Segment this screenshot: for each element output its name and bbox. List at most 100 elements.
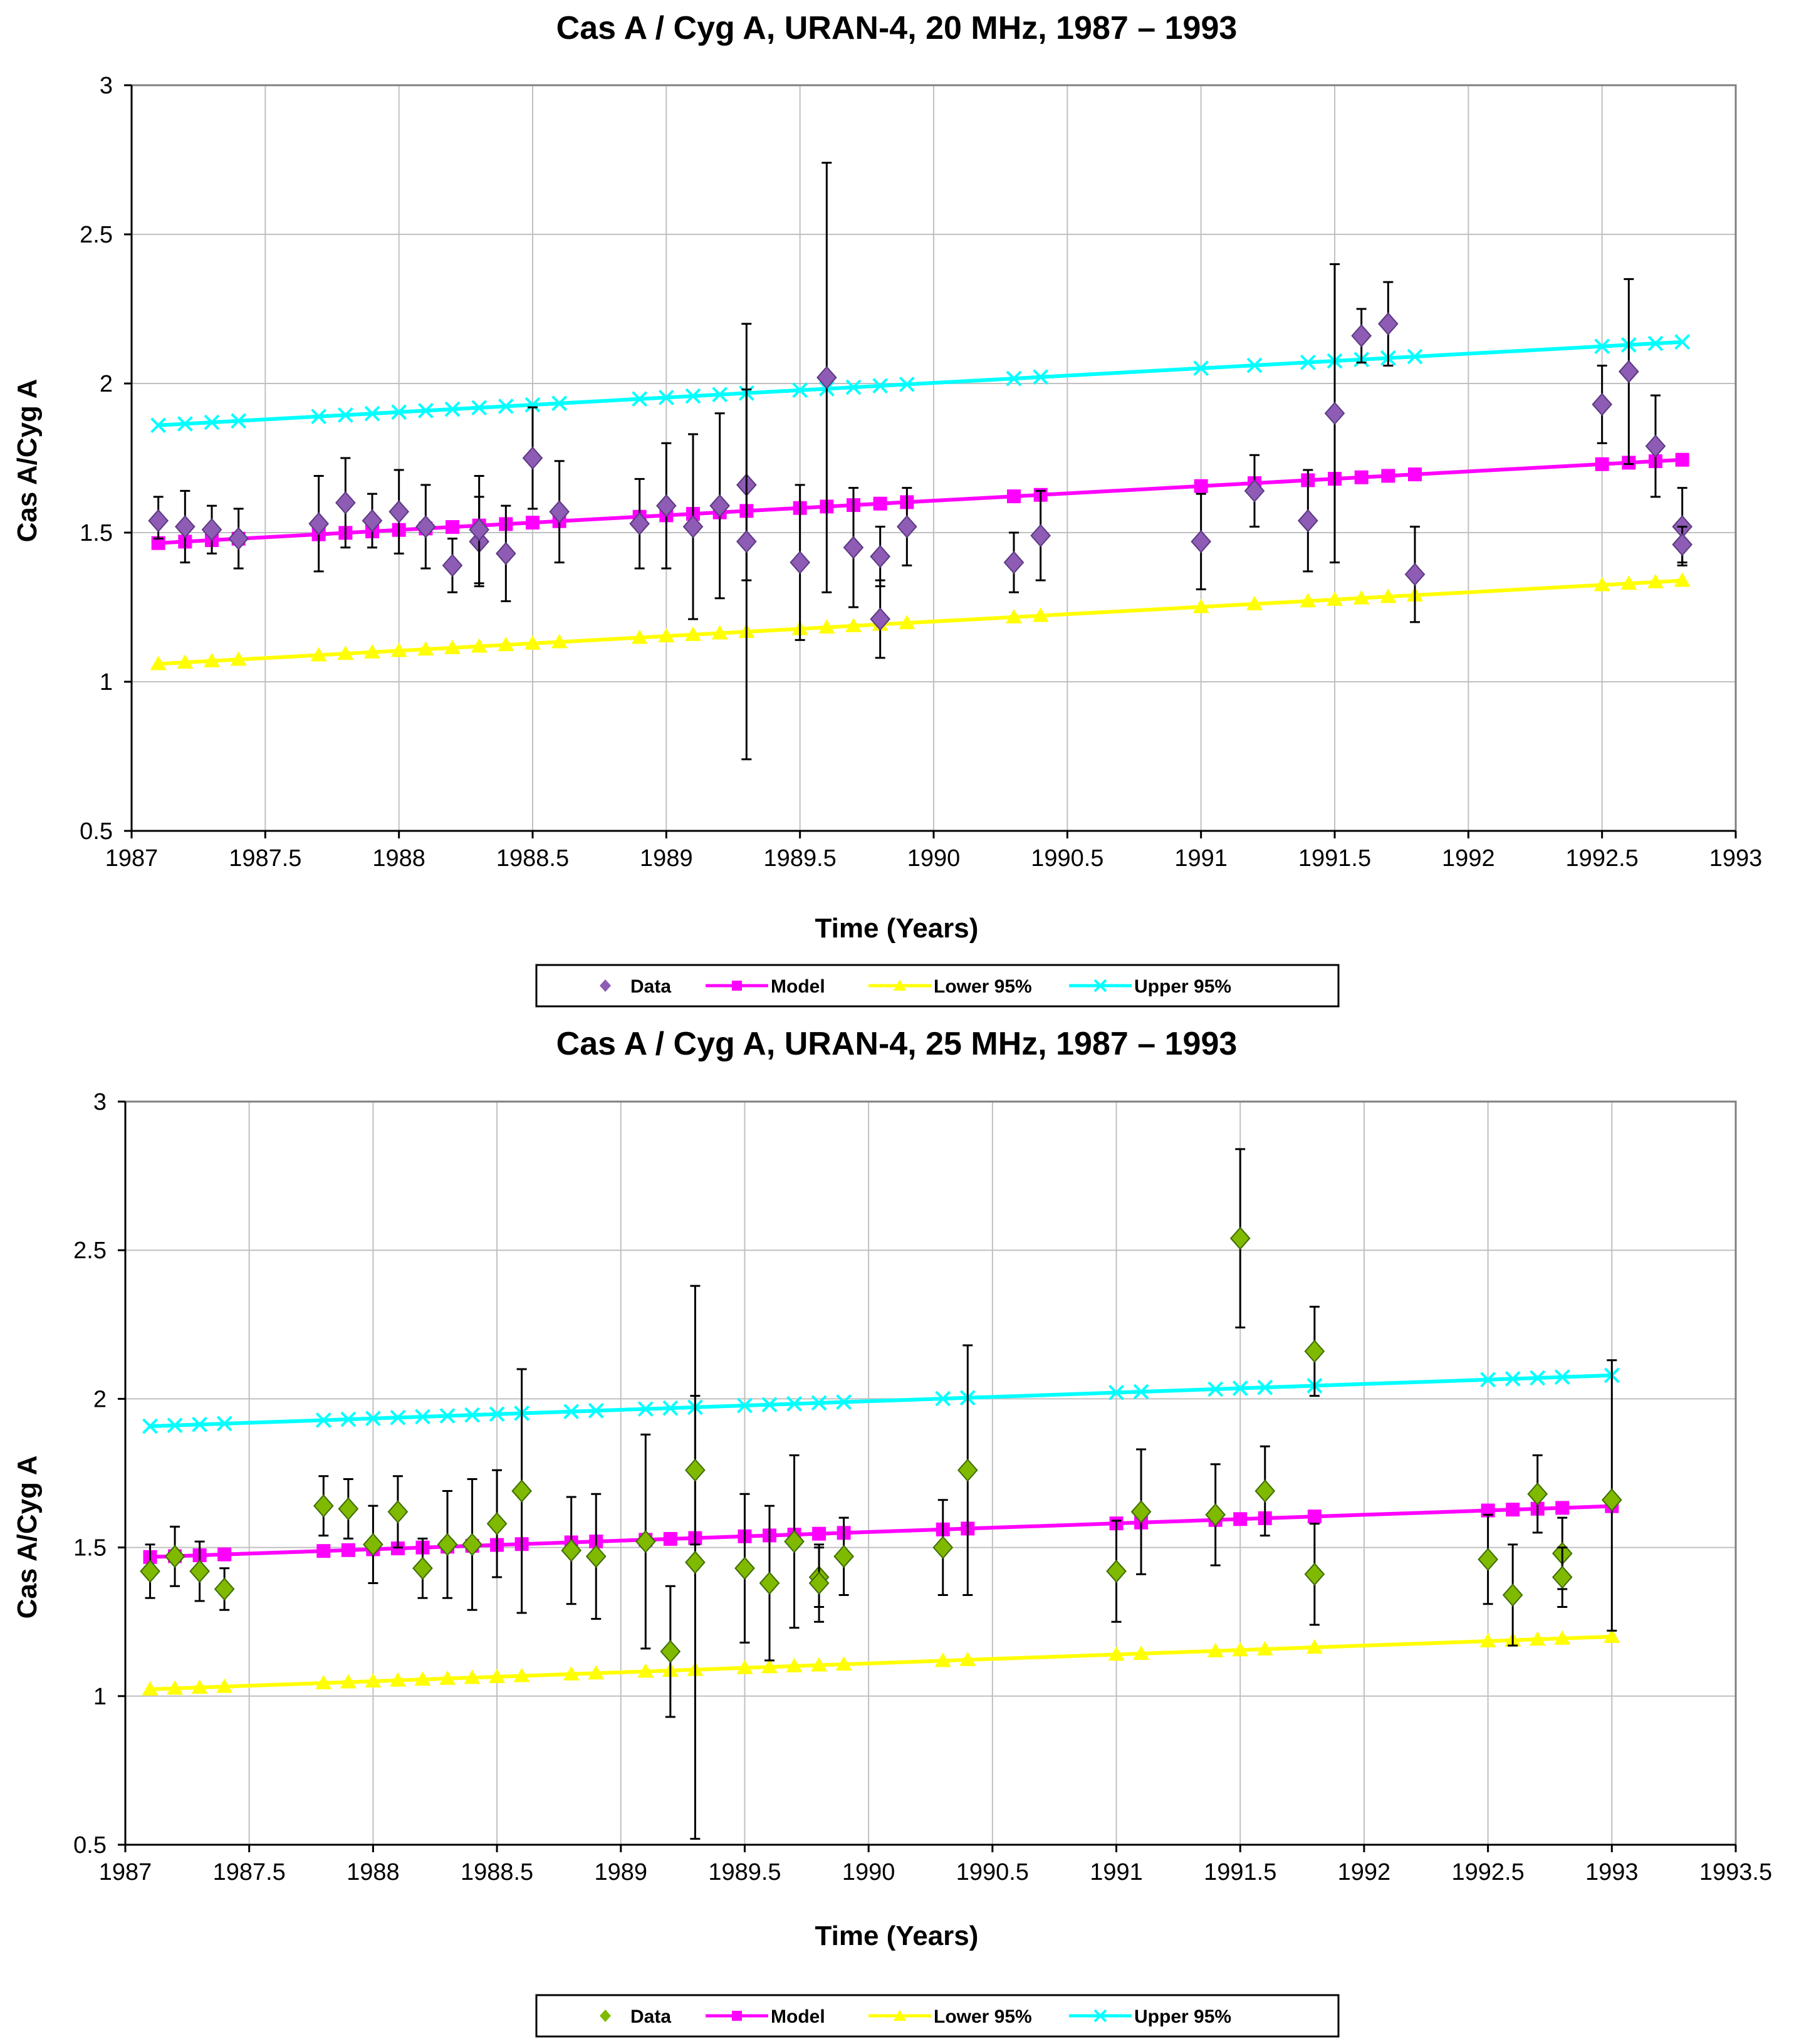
legend-label: Lower 95% [934, 2006, 1032, 2027]
data-point [1106, 1560, 1127, 1583]
lower-95-point [835, 1656, 852, 1671]
lower-95-point [711, 625, 728, 640]
data-point [629, 512, 650, 536]
data-point [1478, 1548, 1498, 1572]
upper-95-point [1554, 1369, 1570, 1385]
lower-95-point [811, 1657, 828, 1672]
model-point [1675, 452, 1689, 467]
legend-item-model: Model [706, 976, 825, 997]
legend-item-upper: Upper 95% [1069, 2006, 1231, 2027]
data-point [1229, 1226, 1251, 1250]
upper-95-point [415, 1409, 430, 1425]
data-point [338, 1497, 359, 1521]
model-point [1555, 1501, 1570, 1515]
model-point [1381, 469, 1395, 483]
upper-95-point [658, 389, 674, 405]
lower-95-point [1380, 588, 1397, 603]
data-point [549, 500, 570, 524]
y-tick-label: 3 [100, 73, 113, 99]
x-tick-label: 1991.5 [1298, 845, 1371, 872]
model-point [1595, 457, 1609, 471]
data-point [808, 1572, 830, 1595]
y-tick-label: 0.5 [80, 818, 113, 845]
lower-95-point [685, 626, 701, 641]
upper-95-point [1207, 1381, 1224, 1397]
lower-95-point [310, 647, 327, 662]
lower-95-point [736, 1659, 753, 1674]
upper-95-point [311, 409, 327, 425]
upper-95-point [498, 398, 514, 414]
data-point [1502, 1583, 1523, 1607]
data-point [585, 1545, 607, 1568]
upper-95-point [204, 414, 220, 430]
x-tick-label: 1989.5 [708, 1859, 781, 1885]
x-axis-label: Time (Years) [815, 913, 979, 944]
upper-95-point [1033, 369, 1049, 385]
data-point [174, 514, 196, 538]
x-tick-label: 1990.5 [1031, 845, 1103, 872]
lower-95-point [230, 651, 247, 666]
legend-marker [732, 2011, 742, 2021]
legend-box [535, 964, 1340, 1008]
data-point [412, 1556, 433, 1580]
x-axis-label: Time (Years) [815, 1921, 979, 1951]
data-point [442, 553, 463, 577]
data-point [1645, 434, 1666, 458]
legend-item-lower: Lower 95% [868, 976, 1032, 997]
x-tick-label: 1993 [1709, 845, 1763, 872]
upper-95-point [1300, 354, 1316, 370]
data-point [685, 1550, 706, 1574]
lower-95-point [786, 1657, 803, 1672]
lower-95-point [1032, 607, 1049, 622]
data-point [1601, 1488, 1622, 1512]
lower-95-point [1353, 590, 1370, 605]
upper-95-point [836, 1394, 852, 1410]
data-point [736, 529, 757, 553]
upper-95-point [489, 1406, 505, 1422]
lower-95-point [1108, 1646, 1125, 1661]
model-point [1307, 1510, 1322, 1524]
upper-95-point [417, 402, 434, 419]
upper-95-point [1133, 1384, 1149, 1400]
data-point [1404, 563, 1426, 587]
upper-95-point [563, 1404, 580, 1420]
data-point [462, 1533, 482, 1556]
data-point [228, 527, 249, 551]
upper-95-point [471, 400, 488, 416]
upper-95-point [1505, 1371, 1521, 1387]
legend-item-model: Model [706, 2006, 825, 2027]
data-point [214, 1577, 235, 1601]
upper-95-point [216, 1416, 232, 1432]
chart-panel-25mhz: Cas A / Cyg A, URAN-4, 25 MHz, 1987 – 19… [0, 1022, 1794, 2044]
data-point [522, 446, 543, 470]
y-tick-label: 2.5 [80, 222, 113, 248]
data-point [415, 514, 436, 538]
data-point [308, 512, 330, 536]
x-tick-label: 1987.5 [229, 845, 301, 872]
model-point [1408, 467, 1422, 482]
chart-20mhz: Cas A / Cyg A, URAN-4, 20 MHz, 1987 – 19… [12, 10, 1763, 1008]
data-point [313, 1494, 334, 1518]
upper-95-point [1480, 1372, 1496, 1388]
upper-95-point [444, 401, 461, 417]
upper-95-point [685, 388, 701, 404]
legend-marker [1093, 2009, 1107, 2023]
legend-label: Lower 95% [934, 976, 1032, 997]
lower-95-point [444, 639, 461, 654]
lower-95-point [1207, 1642, 1224, 1657]
lower-95-point [845, 617, 862, 632]
upper-95-point [337, 407, 353, 423]
data-point [164, 1545, 185, 1568]
plot-area: 1987 1987.5 1988 1988.5 1989 1989.5 1990 1990.5… [73, 1089, 1772, 1885]
y-tick-label: 2 [100, 371, 113, 397]
lower-95-point [471, 638, 488, 653]
x-tick-label: 1991 [1090, 1859, 1143, 1885]
data-point [1304, 1339, 1325, 1364]
data-point [201, 518, 222, 541]
data-point [511, 1479, 532, 1503]
x-tick-label: 1987 [99, 1859, 152, 1885]
lower-95-point [1327, 591, 1343, 606]
data-point [1205, 1503, 1226, 1526]
data-point [870, 545, 891, 568]
model-point [526, 516, 540, 530]
